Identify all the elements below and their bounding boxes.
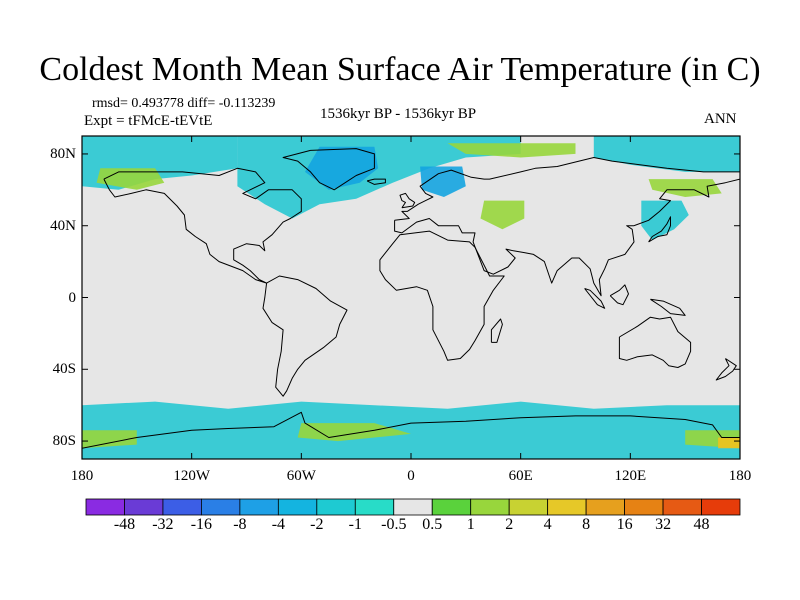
anomaly-siberia-warm (648, 179, 722, 197)
period-line: 1536kyr BP - 1536kyr BP (320, 106, 477, 122)
coastline-japan (648, 216, 671, 243)
colorbar-swatch (354, 498, 395, 516)
colorbar-swatch (85, 498, 125, 516)
coastlines (82, 148, 740, 449)
colorbar-tick-label: -48 (113, 516, 136, 533)
anomaly-ross-core-warm (718, 437, 740, 449)
anomaly-ross-warm-west (82, 430, 137, 449)
colorbar-swatch (508, 498, 549, 516)
coastline-new-zealand (715, 358, 737, 381)
colorbar-swatch (547, 498, 587, 516)
x-tick-label: 120E (614, 468, 647, 484)
x-tick-label: 60W (286, 468, 316, 484)
coastline-iceland (366, 178, 386, 185)
anomaly-arctic-ocean-warm (447, 143, 576, 158)
colorbar-tick-label: -8 (233, 516, 247, 533)
colorbar-swatch (201, 498, 241, 516)
colorbar-swatch (624, 498, 664, 516)
anomaly-weddell-warm (297, 423, 411, 442)
coastline-eurasia (394, 157, 740, 297)
x-tick-label: 120W (173, 468, 210, 484)
coastline-sumatra (584, 288, 606, 309)
coastline-new-guinea (650, 298, 686, 316)
map-ocean-land-background (82, 136, 740, 459)
colorbar-swatch (662, 498, 702, 516)
coastline-south-america (262, 275, 348, 397)
colorbar-tick-label: 1 (466, 516, 475, 533)
y-tick-label: 80N (50, 145, 76, 162)
colorbar-tick-label: 2 (505, 516, 514, 533)
season-label: ANN (704, 111, 737, 127)
coastline-greenland (282, 148, 375, 191)
colorbar-swatch (701, 498, 741, 516)
y-tick-label: 40S (52, 361, 76, 378)
y-tick-label: 80S (52, 433, 76, 450)
colorbar (85, 498, 741, 516)
coastline-great-britain (399, 192, 416, 209)
chart-title: Coldest Month Mean Surface Air Temperatu… (39, 51, 761, 88)
colorbar-swatch (431, 498, 472, 516)
experiment-line: Expt = tFMcE-tEVtE (84, 113, 213, 129)
colorbar-tick-label: 4 (543, 516, 552, 533)
x-tick-label: 180 (728, 468, 752, 484)
y-tick-label: 40N (50, 217, 76, 234)
anomaly-southern-ocean-cool (82, 401, 740, 459)
coastline-borneo (609, 284, 629, 306)
map-background (82, 136, 740, 459)
colorbar-swatch (585, 498, 625, 516)
colorbar-tick-label: -0.5 (381, 516, 407, 533)
y-tick-label: 0 (68, 289, 77, 306)
colorbar-tick-label: -4 (271, 516, 286, 533)
colorbar-tick-label: 0.5 (422, 516, 443, 533)
colorbar-swatch (239, 498, 279, 516)
coastline-antarctica (82, 411, 740, 449)
colorbar-swatch (316, 498, 356, 516)
colorbar-tick-label: 8 (582, 516, 591, 533)
coastline-madagascar (490, 318, 503, 343)
x-tick-label: 180 (70, 468, 94, 484)
anomaly-siberia-arctic-cool (593, 136, 740, 172)
colorbar-tick-label: 48 (693, 516, 710, 533)
colorbar-tick-label: -2 (310, 516, 324, 533)
coastline-africa (379, 230, 505, 361)
anomaly-scandinavia-deep-cool (420, 166, 466, 197)
anomaly-central-asia-warm (480, 200, 525, 230)
anomaly-alaska-warm (96, 168, 165, 190)
colorbar-swatch (393, 498, 433, 516)
stats-line: rmsd= 0.493778 diff= -0.113239 (92, 96, 276, 111)
colorbar-swatch (277, 498, 318, 516)
colorbar-tick-label: -32 (152, 516, 174, 533)
anomaly-greenland-deep-cool (305, 146, 379, 190)
map-frame (81, 135, 741, 460)
anomaly-east-asia-cool (641, 200, 689, 241)
coastline-australia (618, 316, 692, 368)
x-tick-label: 0 (407, 468, 415, 484)
colorbar-tick-label: 32 (655, 516, 672, 533)
colorbar-tick-label: -16 (190, 516, 213, 533)
x-tick-label: 60E (508, 468, 533, 484)
colorbar-swatch (124, 498, 164, 516)
anomaly-north-atlantic-cool (237, 136, 521, 219)
colorbar-tick-label: -1 (348, 516, 362, 533)
colorbar-tick-label: 16 (616, 516, 633, 533)
coastline-north-america (103, 167, 302, 284)
anomaly-shading (82, 136, 740, 459)
colorbar-swatch (162, 498, 202, 516)
colorbar-swatch (470, 498, 510, 516)
